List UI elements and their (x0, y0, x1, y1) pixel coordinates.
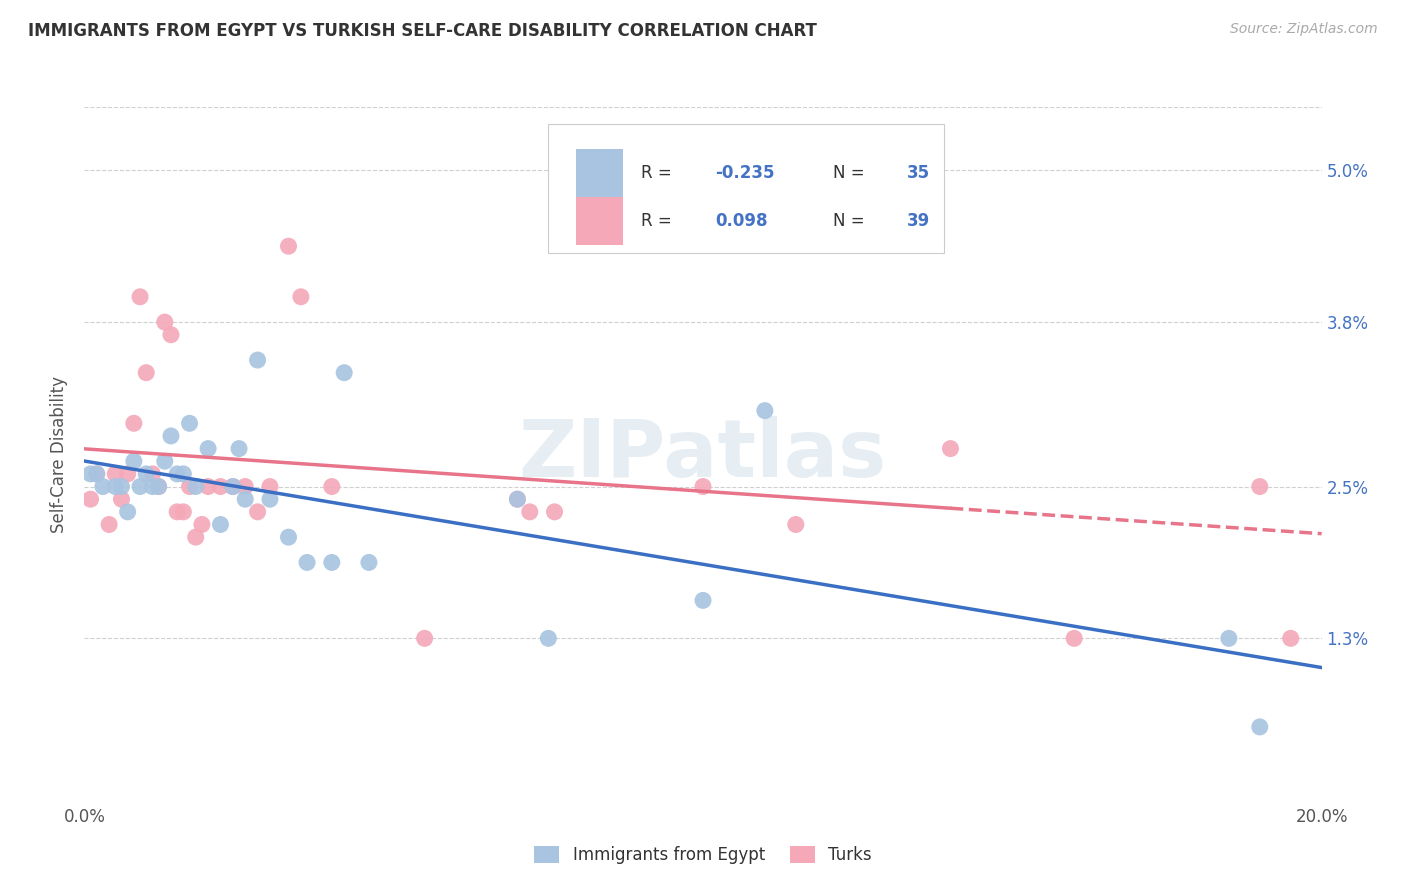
Point (166, 467, 188, 481)
Point (110, 492, 132, 507)
Point (506, 492, 529, 507)
Point (1063, 632, 1085, 646)
Text: ZIPatlas: ZIPatlas (519, 416, 887, 494)
Point (141, 479, 163, 493)
Point (184, 530, 207, 544)
Text: -0.235: -0.235 (716, 164, 775, 182)
Point (122, 454, 145, 468)
Point (246, 353, 269, 368)
Bar (575, 149, 623, 198)
Point (104, 467, 127, 481)
Point (333, 366, 356, 380)
Point (79, 467, 101, 481)
Point (222, 479, 245, 493)
Legend: Immigrants from Egypt, Turks: Immigrants from Egypt, Turks (527, 839, 879, 871)
Text: 0.098: 0.098 (716, 212, 768, 230)
Point (179, 417, 201, 431)
Point (172, 505, 194, 519)
Point (153, 315, 176, 329)
Point (1249, 720, 1271, 734)
Point (166, 505, 188, 519)
Point (321, 556, 343, 570)
Point (1218, 632, 1240, 646)
Point (785, 517, 807, 532)
Point (290, 290, 312, 304)
Point (357, 556, 380, 570)
Point (321, 479, 343, 493)
Point (295, 556, 318, 570)
Text: N =: N = (832, 164, 870, 182)
Point (141, 467, 163, 481)
Point (172, 467, 194, 481)
Point (110, 479, 132, 493)
Point (135, 366, 157, 380)
Point (197, 442, 219, 456)
Point (129, 479, 152, 493)
Point (506, 492, 529, 507)
Point (692, 479, 714, 493)
Bar (575, 196, 623, 245)
Point (98, 517, 121, 532)
Point (277, 530, 299, 544)
Point (86, 467, 108, 481)
FancyBboxPatch shape (548, 124, 945, 253)
Point (117, 505, 139, 519)
Point (277, 239, 299, 253)
Point (197, 479, 219, 493)
Point (246, 505, 269, 519)
Point (184, 479, 207, 493)
Point (148, 479, 170, 493)
Point (1279, 632, 1302, 646)
Text: R =: R = (641, 212, 678, 230)
Point (233, 479, 256, 493)
Text: 35: 35 (907, 164, 931, 182)
Point (259, 479, 281, 493)
Point (939, 442, 962, 456)
Point (129, 290, 152, 304)
Text: 39: 39 (907, 212, 931, 230)
Y-axis label: Self-Care Disability: Self-Care Disability (51, 376, 69, 533)
Point (104, 479, 127, 493)
Text: N =: N = (832, 212, 870, 230)
Point (160, 429, 183, 443)
Point (209, 517, 232, 532)
Text: Source: ZipAtlas.com: Source: ZipAtlas.com (1230, 22, 1378, 37)
Point (222, 479, 245, 493)
Point (86, 467, 108, 481)
Point (754, 403, 776, 417)
Point (519, 505, 541, 519)
Point (148, 479, 170, 493)
Point (815, 201, 838, 215)
Text: R =: R = (641, 164, 678, 182)
Point (209, 479, 232, 493)
Text: IMMIGRANTS FROM EGYPT VS TURKISH SELF-CARE DISABILITY CORRELATION CHART: IMMIGRANTS FROM EGYPT VS TURKISH SELF-CA… (28, 22, 817, 40)
Point (413, 632, 436, 646)
Point (692, 593, 714, 607)
Point (122, 417, 145, 431)
Point (191, 517, 214, 532)
Point (228, 442, 250, 456)
Point (1249, 479, 1271, 493)
Point (259, 492, 281, 507)
Point (135, 467, 157, 481)
Point (117, 467, 139, 481)
Point (153, 454, 176, 468)
Point (79, 492, 101, 507)
Point (543, 505, 565, 519)
Point (233, 492, 256, 507)
Point (537, 632, 560, 646)
Point (179, 479, 201, 493)
Point (91, 479, 114, 493)
Point (160, 327, 183, 342)
